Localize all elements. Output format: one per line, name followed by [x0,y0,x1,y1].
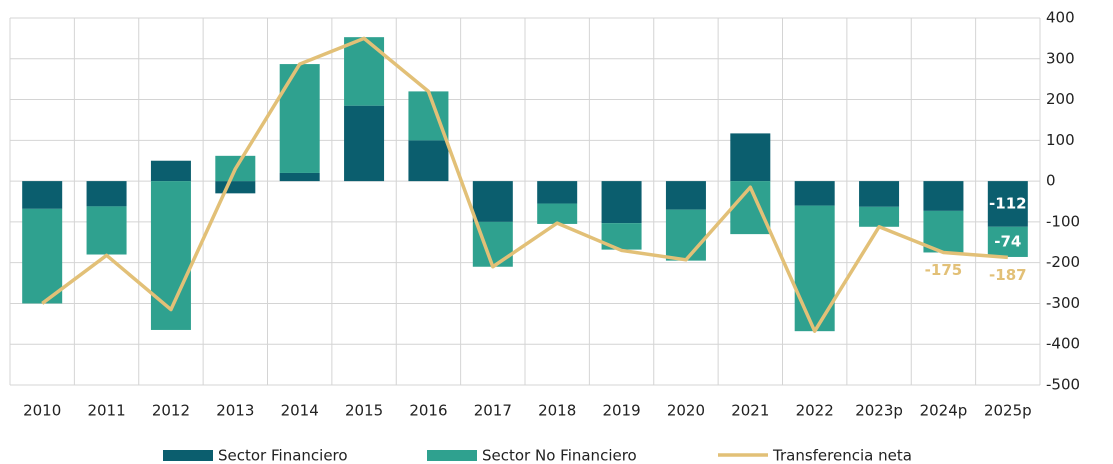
bar [22,208,63,304]
bar [601,181,642,224]
bar [665,209,706,261]
bar [279,64,320,173]
line [41,36,1008,333]
bar [408,140,449,182]
legend-label: Sector Financiero [218,447,348,464]
x-tick-label: 2020 [667,402,705,420]
x-tick-label: 2013 [216,402,254,420]
data-label: -74 [994,232,1021,250]
x-tick-label: 2015 [345,402,383,420]
bar [987,226,1028,257]
y-tick-label: -500 [1046,376,1080,394]
x-tick-label: 2021 [731,402,769,420]
y-tick-label: 100 [1046,131,1075,149]
bar [794,205,835,332]
y-tick-label: -100 [1046,212,1080,230]
x-tick-label: 2016 [409,402,447,420]
bar [730,133,771,182]
bar [537,203,578,224]
bar [472,181,513,222]
bar [859,181,900,207]
legend-label: Transferencia neta [772,447,912,464]
legend-label: Sector No Financiero [482,447,637,464]
bar [150,181,191,330]
bar [150,160,191,182]
x-tick-label: 2011 [87,402,125,420]
bar [279,172,320,182]
bar [537,181,578,204]
x-tick-label: 2017 [474,402,512,420]
data-label: -187 [989,266,1027,284]
bar [22,181,63,209]
x-tick-label: 2024p [920,402,968,420]
x-tick-label: 2023p [855,402,903,420]
bar [344,105,385,182]
legend-swatch [427,450,477,461]
data-label: -112 [989,194,1027,212]
y-tick-label: -300 [1046,294,1080,312]
legend-swatch [163,450,213,461]
bar [215,181,256,194]
x-tick-label: 2010 [23,402,61,420]
y-tick-label: 0 [1046,172,1056,190]
y-tick-label: -200 [1046,253,1080,271]
bar [859,206,900,227]
bar [923,181,964,211]
bar [794,181,835,206]
x-tick-label: 2018 [538,402,576,420]
x-tick-label: 2012 [152,402,190,420]
bar [665,181,706,210]
x-tick-label: 2025p [984,402,1032,420]
bar [86,206,127,255]
y-tick-label: 200 [1046,90,1075,108]
y-tick-label: 300 [1046,49,1075,67]
x-tick-label: 2019 [602,402,640,420]
x-tick-label: 2014 [281,402,319,420]
x-tick-label: 2022 [796,402,834,420]
data-label: -175 [925,261,963,279]
y-tick-label: -400 [1046,335,1080,353]
bar [987,181,1028,227]
y-tick-label: 400 [1046,9,1075,27]
bar [344,37,385,106]
bar [86,181,127,207]
